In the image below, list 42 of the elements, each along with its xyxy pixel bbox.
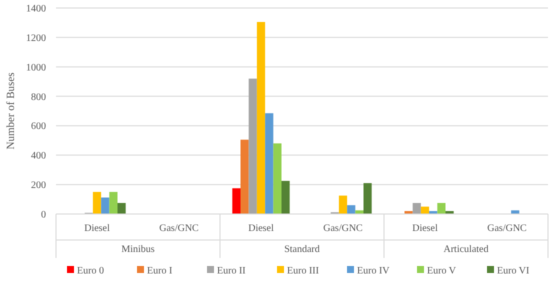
bar bbox=[109, 192, 118, 214]
text: Standard bbox=[284, 244, 320, 255]
legend-label: Euro II bbox=[217, 266, 246, 276]
y-tick-label: 800 bbox=[31, 92, 46, 103]
bar bbox=[92, 192, 102, 214]
legend-label: Euro V bbox=[427, 266, 457, 276]
bar bbox=[232, 188, 240, 214]
y-tick-label: 400 bbox=[31, 150, 46, 162]
legend-label: Euro 0 bbox=[77, 266, 104, 276]
bar bbox=[256, 22, 266, 214]
bar bbox=[437, 202, 446, 214]
x-tick-label: Diesel bbox=[412, 223, 438, 234]
bar bbox=[265, 113, 274, 214]
x-tick-label: Gas/GNC bbox=[487, 223, 528, 234]
bar bbox=[240, 140, 249, 214]
y-tick-label: 1400 bbox=[26, 4, 46, 14]
bar bbox=[364, 183, 372, 214]
bar bbox=[282, 180, 290, 214]
y-tick-label: 0 bbox=[41, 210, 46, 220]
legend-label: Euro III bbox=[287, 266, 319, 276]
bar bbox=[412, 202, 421, 214]
text: Minibus bbox=[121, 244, 155, 255]
x-tick-label: Gas/GNC bbox=[159, 223, 200, 234]
bar bbox=[118, 202, 126, 214]
bar bbox=[273, 143, 282, 214]
bar bbox=[338, 196, 348, 214]
bar bbox=[248, 78, 257, 214]
bar bbox=[347, 205, 356, 214]
x-tick-label: Diesel bbox=[84, 223, 110, 234]
x-tick-label: Diesel bbox=[248, 223, 274, 234]
x-tick-label: Gas/GNC bbox=[323, 223, 364, 234]
bar bbox=[420, 206, 430, 214]
legend-label: Euro IV bbox=[357, 266, 390, 276]
y-tick-label: 600 bbox=[31, 121, 46, 132]
y-tick-label: 1000 bbox=[26, 62, 46, 74]
y-axis-title: Number of Buses bbox=[5, 72, 17, 150]
text: Articulated bbox=[444, 244, 488, 255]
y-tick-label: 1200 bbox=[26, 32, 46, 44]
bar bbox=[101, 198, 110, 214]
y-tick-label: 200 bbox=[31, 180, 46, 192]
legend-label: Euro VI bbox=[497, 266, 530, 276]
legend-label: Euro I bbox=[147, 266, 172, 276]
